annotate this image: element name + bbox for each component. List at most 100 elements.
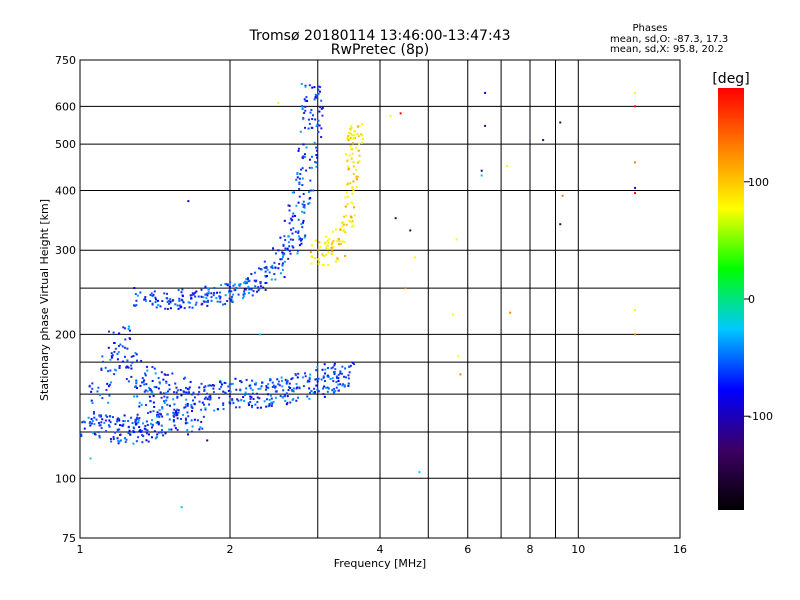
trace-point <box>153 405 156 408</box>
trace-point <box>276 378 279 381</box>
trace-point <box>316 123 319 126</box>
trace-point <box>350 225 353 228</box>
trace-point <box>179 388 182 391</box>
trace-point <box>358 125 361 128</box>
trace-point <box>306 395 309 398</box>
trace-point <box>175 412 178 415</box>
scatter-point <box>634 91 637 94</box>
trace-point <box>301 210 304 213</box>
trace-point <box>172 398 175 401</box>
trace-point <box>123 420 126 423</box>
trace-point <box>145 365 148 368</box>
trace-point <box>183 406 186 409</box>
trace-point <box>203 386 206 389</box>
trace-point <box>177 289 180 292</box>
trace-point <box>252 398 255 401</box>
trace-point <box>304 99 307 102</box>
trace-point <box>110 352 113 355</box>
trace-point <box>270 401 273 404</box>
trace-point <box>352 161 355 164</box>
trace-point <box>303 98 306 101</box>
trace-point <box>295 399 298 402</box>
trace-point <box>127 432 130 435</box>
trace-point <box>233 283 236 286</box>
trace-point <box>158 412 161 415</box>
trace-point <box>186 429 189 432</box>
trace-point <box>315 146 318 149</box>
trace-point <box>292 390 295 393</box>
trace-point <box>191 399 194 402</box>
trace-point <box>116 437 119 440</box>
trace-point <box>87 416 90 419</box>
colorbar-tick-label: 0 <box>748 293 755 306</box>
trace-point <box>117 440 120 443</box>
trace-point <box>250 406 253 409</box>
trace-point <box>327 241 330 244</box>
trace-point <box>135 299 138 302</box>
trace-point <box>221 383 224 386</box>
trace-point <box>265 386 268 389</box>
trace-point <box>324 372 327 375</box>
scatter-point <box>484 124 487 127</box>
trace-point <box>346 203 349 206</box>
trace-point <box>219 300 222 303</box>
trace-point <box>355 178 358 181</box>
trace-point <box>173 403 176 406</box>
trace-point <box>273 386 276 389</box>
trace-point <box>194 295 197 298</box>
trace-point <box>138 401 141 404</box>
trace-point <box>162 378 165 381</box>
trace-point <box>176 408 179 411</box>
trace-point <box>280 258 283 261</box>
trace-point <box>302 155 305 158</box>
trace-point <box>222 404 225 407</box>
trace-point <box>128 329 131 332</box>
trace-point <box>286 401 289 404</box>
trace-point <box>326 374 329 377</box>
trace-point <box>136 395 139 398</box>
trace-point <box>304 109 307 112</box>
trace-point <box>352 137 355 140</box>
trace-point <box>332 388 335 391</box>
trace-point <box>123 346 126 349</box>
trace-point <box>348 137 351 140</box>
trace-point <box>176 417 179 420</box>
trace-point <box>168 388 171 391</box>
trace-point <box>105 429 108 432</box>
trace-point <box>349 136 352 139</box>
trace-point <box>251 389 254 392</box>
trace-point <box>170 428 173 431</box>
trace-point <box>108 394 111 397</box>
y-tick-label: 200 <box>55 328 76 341</box>
trace-point <box>210 296 213 299</box>
colorbar-tick-label: 100 <box>748 176 769 189</box>
trace-point <box>133 286 136 289</box>
trace-point <box>219 379 222 382</box>
trace-point <box>321 106 324 109</box>
trace-point <box>216 291 219 294</box>
trace-point <box>140 359 143 362</box>
scatter-point <box>634 308 637 311</box>
trace-point <box>125 438 128 441</box>
trace-point <box>308 158 311 161</box>
colorbar-label: [deg] <box>712 71 749 87</box>
trace-point <box>263 400 266 403</box>
trace-point <box>186 404 189 407</box>
trace-point <box>141 441 144 444</box>
trace-point <box>173 424 176 427</box>
trace-point <box>235 286 238 289</box>
trace-point <box>157 413 160 416</box>
trace-point <box>134 293 137 296</box>
trace-point <box>146 369 149 372</box>
trace-point <box>108 330 111 333</box>
trace-point <box>175 386 178 389</box>
x-axis-label: Frequency [MHz] <box>334 557 426 570</box>
trace-point <box>91 387 94 390</box>
trace-point <box>215 297 218 300</box>
trace-point <box>318 124 321 127</box>
trace-point <box>299 130 302 133</box>
trace-point <box>237 293 240 296</box>
trace-point <box>153 290 156 293</box>
trace-point <box>355 186 358 189</box>
trace-point <box>335 386 338 389</box>
